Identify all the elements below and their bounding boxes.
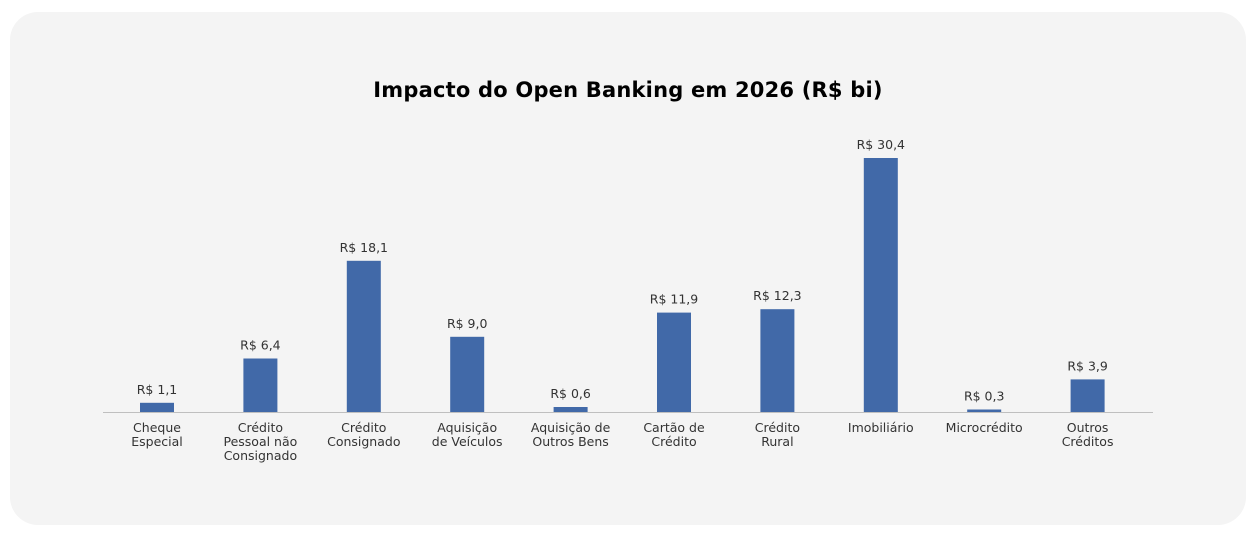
data-label-8: R$ 0,3: [964, 389, 1005, 404]
bar-9: [1070, 379, 1105, 412]
chart-card: [10, 12, 1246, 525]
bar-6: [760, 309, 795, 412]
category-label-3: Aquisição de Veículos: [432, 420, 503, 449]
category-label-9: Outros Créditos: [1062, 420, 1114, 449]
data-label-0: R$ 1,1: [137, 382, 178, 397]
category-label-5: Cartão de Crédito: [643, 420, 705, 449]
data-label-6: R$ 12,3: [753, 288, 801, 303]
data-label-1: R$ 6,4: [240, 338, 281, 353]
category-label-8: Microcrédito: [946, 420, 1023, 435]
category-label-2: Crédito Consignado: [327, 420, 400, 449]
data-label-5: R$ 11,9: [650, 292, 698, 307]
category-label-6: Crédito Rural: [755, 420, 800, 449]
bar-3: [450, 336, 485, 412]
chart-title: Impacto do Open Banking em 2026 (R$ bi): [373, 78, 883, 102]
data-label-2: R$ 18,1: [340, 240, 388, 255]
bar-4: [553, 407, 588, 412]
category-label-1: Crédito Pessoal não Consignado: [224, 420, 298, 463]
bar-8: [967, 409, 1002, 412]
bar-5: [657, 312, 691, 412]
bar-7: [863, 158, 898, 412]
bar-0: [140, 402, 174, 412]
bar-2: [346, 260, 381, 412]
data-label-9: R$ 3,9: [1067, 358, 1108, 373]
data-label-4: R$ 0,6: [550, 386, 591, 401]
data-label-7: R$ 30,4: [857, 137, 905, 152]
bar-1: [243, 358, 278, 412]
category-label-4: Aquisição de Outros Bens: [531, 420, 611, 449]
data-label-3: R$ 9,0: [447, 316, 488, 331]
category-label-7: Imobiliário: [848, 420, 914, 435]
category-label-0: Cheque Especial: [131, 420, 183, 449]
